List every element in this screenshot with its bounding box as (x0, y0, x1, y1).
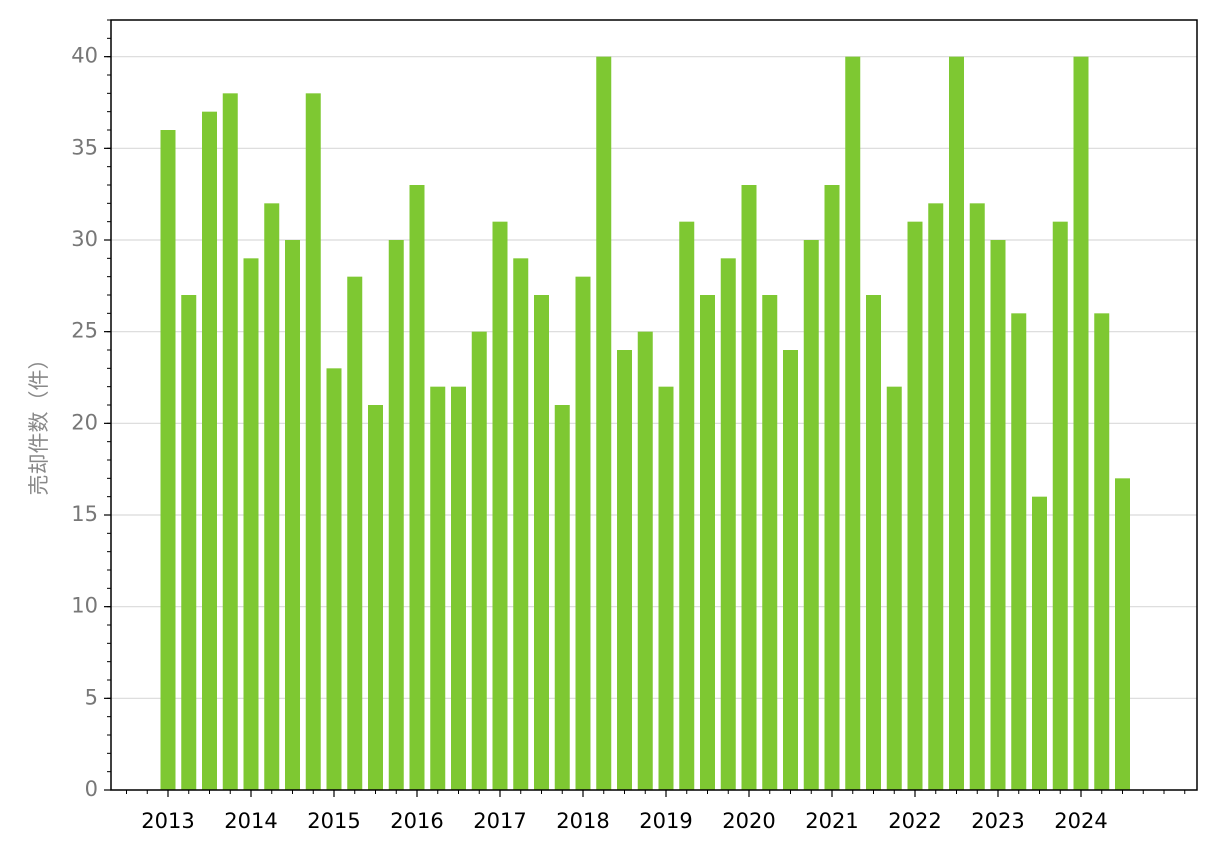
bar (1032, 496, 1047, 790)
bar (803, 240, 819, 790)
bar (824, 185, 840, 790)
plot-frame (110, 19, 1198, 791)
bar (969, 203, 985, 791)
bar (658, 386, 674, 790)
bar (305, 93, 321, 791)
bar (347, 276, 363, 791)
x-tick-label: 2024 (1054, 809, 1107, 833)
bar (886, 386, 902, 790)
bar (1052, 221, 1068, 790)
bar (264, 203, 280, 791)
bar (451, 386, 466, 790)
bar (845, 56, 861, 790)
bar (409, 185, 425, 790)
bar (471, 331, 487, 790)
bar (181, 295, 197, 790)
bar (596, 56, 612, 790)
bar (534, 295, 549, 790)
bar (202, 111, 217, 790)
y-tick-label: 35 (71, 135, 98, 159)
bar (222, 93, 238, 791)
x-tick-label: 2021 (805, 809, 858, 833)
y-axis-label: 売却件数（件） (27, 349, 51, 496)
bar (243, 258, 259, 790)
bar (513, 258, 529, 790)
y-tick-label: 0 (85, 777, 98, 801)
bar (430, 386, 446, 790)
x-tick-label: 2017 (473, 809, 526, 833)
bar (285, 240, 300, 790)
x-tick-label: 2015 (307, 809, 360, 833)
x-tick-label: 2018 (556, 809, 609, 833)
x-tick-label: 2020 (722, 809, 775, 833)
bar (326, 368, 342, 790)
bar (949, 56, 964, 790)
bar (866, 295, 881, 790)
x-tick-label: 2013 (141, 809, 194, 833)
bar (679, 221, 695, 790)
y-tick-label: 15 (71, 502, 98, 526)
x-tick-label: 2022 (888, 809, 941, 833)
bar (1073, 56, 1089, 790)
y-tick-label: 10 (71, 594, 98, 618)
bar (1115, 478, 1130, 790)
x-tick-label: 2016 (390, 809, 443, 833)
bar (1011, 313, 1027, 790)
bar (720, 258, 736, 790)
x-tick-label: 2014 (224, 809, 277, 833)
bar (1094, 313, 1110, 790)
bar (388, 240, 404, 790)
x-tick-label: 2019 (639, 809, 692, 833)
bar (990, 240, 1006, 790)
y-tick-label: 5 (85, 685, 98, 709)
bar (617, 350, 632, 790)
bar (700, 295, 715, 790)
bar (492, 221, 508, 790)
bar (928, 203, 944, 791)
bar (554, 405, 570, 790)
bar (637, 331, 653, 790)
bar (741, 185, 757, 790)
bar (160, 130, 176, 790)
y-tick-label: 25 (71, 319, 98, 343)
y-tick-label: 20 (71, 410, 98, 434)
bar (762, 295, 778, 790)
y-tick-label: 40 (71, 44, 98, 68)
bar (783, 350, 798, 790)
y-tick-label: 30 (71, 227, 98, 251)
x-tick-label: 2023 (971, 809, 1024, 833)
bar (368, 405, 383, 790)
bar (575, 276, 591, 791)
bar (907, 221, 923, 790)
